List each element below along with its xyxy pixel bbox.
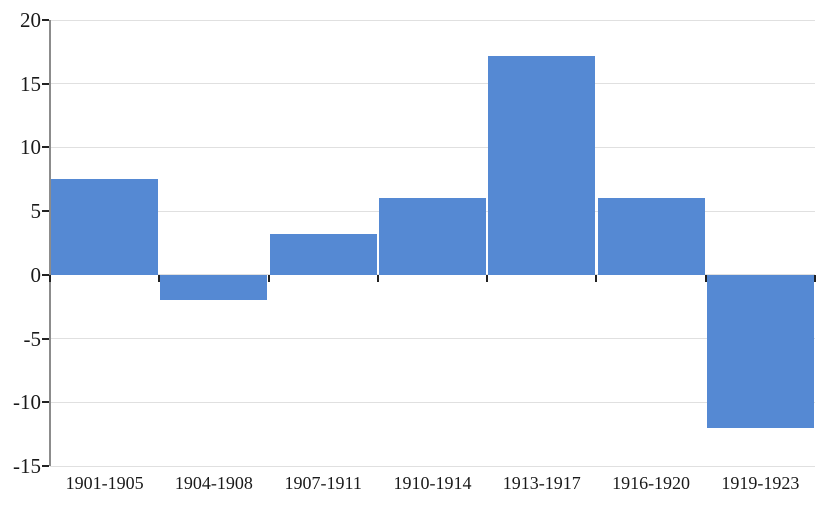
x-axis-tick-6 [704,274,707,282]
y-axis-label-10: 10 [20,135,41,160]
bar-1901-1905 [51,179,159,275]
y-axis-tick--5 [42,337,49,340]
y-axis-label-5: 5 [30,199,42,224]
y-axis-tick-10 [42,146,49,149]
y-axis-tick-20 [42,19,49,21]
gridline-y-10 [50,146,815,148]
x-axis-tick-0 [49,274,51,282]
bar-1916-1920 [597,198,705,275]
x-axis-tick-3 [376,274,379,282]
y-axis-tick-15 [42,82,49,85]
gridline-y-0 [50,274,815,276]
y-axis-label--10: -10 [13,390,41,415]
bar-1907-1911 [269,234,377,275]
x-axis-tick-4 [486,274,489,282]
y-axis-label-15: 15 [20,71,41,96]
y-axis-tick--10 [42,401,49,404]
x-axis-label-1904-1908: 1904-1908 [174,473,253,493]
gridline-y--10 [50,401,815,403]
y-axis-tick-0 [42,273,49,276]
gridline-y-15 [50,83,815,85]
x-axis-label-1910-1914: 1910-1914 [393,473,472,493]
y-axis-label--5: -5 [23,326,42,351]
gridline-y--5 [50,338,815,340]
x-axis-label-1916-1920: 1916-1920 [612,473,691,493]
bar-1910-1914 [379,198,486,275]
y-axis-label-20: 20 [20,8,41,32]
gridline-y-20 [50,19,815,21]
y-axis-label-0: 0 [30,262,42,287]
y-axis-label--15: -15 [13,454,41,478]
x-axis-tick-7 [814,274,816,282]
bar-1904-1908 [160,274,268,301]
x-axis-tick-2 [267,274,270,282]
bar-1919-1923 [706,274,814,428]
y-axis-tick-5 [42,210,49,213]
bar-1913-1917 [488,55,596,275]
y-axis-tick--15 [42,465,49,467]
y-axis-line [48,20,51,466]
x-axis-tick-1 [158,274,161,282]
x-axis-label-1919-1923: 1919-1923 [721,473,800,493]
gridline-y--15 [50,465,815,467]
x-axis-label-1907-1911: 1907-1911 [284,473,362,493]
x-axis-label-1913-1917: 1913-1917 [502,473,581,493]
x-axis-label-1901-1905: 1901-1905 [65,473,144,493]
x-axis-tick-5 [595,274,598,282]
